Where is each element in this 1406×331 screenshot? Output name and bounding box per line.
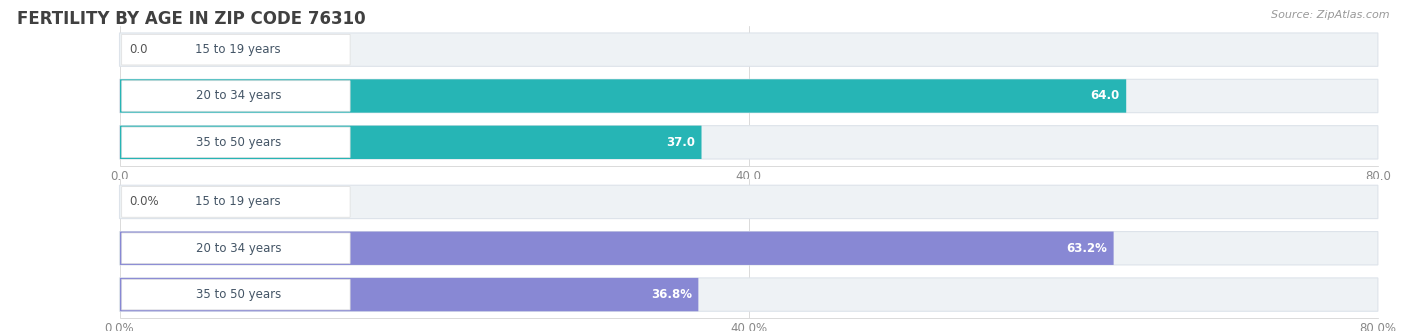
Text: 35 to 50 years: 35 to 50 years [195,136,281,149]
FancyBboxPatch shape [122,127,350,158]
FancyBboxPatch shape [122,187,350,217]
FancyBboxPatch shape [122,279,350,310]
Text: 20 to 34 years: 20 to 34 years [195,242,281,255]
FancyBboxPatch shape [120,79,1378,113]
FancyBboxPatch shape [120,278,1378,311]
Text: 15 to 19 years: 15 to 19 years [195,43,281,56]
FancyBboxPatch shape [120,232,1378,265]
Text: FERTILITY BY AGE IN ZIP CODE 76310: FERTILITY BY AGE IN ZIP CODE 76310 [17,10,366,28]
FancyBboxPatch shape [120,126,1378,159]
Text: 63.2%: 63.2% [1067,242,1108,255]
FancyBboxPatch shape [120,79,1126,113]
Text: 37.0: 37.0 [666,136,695,149]
FancyBboxPatch shape [122,34,350,65]
Text: 36.8%: 36.8% [651,288,692,301]
FancyBboxPatch shape [120,185,1378,218]
Text: 0.0: 0.0 [129,43,148,56]
FancyBboxPatch shape [122,81,350,111]
Text: 35 to 50 years: 35 to 50 years [195,288,281,301]
Text: 0.0%: 0.0% [129,195,159,209]
FancyBboxPatch shape [120,33,1378,66]
Text: 15 to 19 years: 15 to 19 years [195,195,281,209]
Text: Source: ZipAtlas.com: Source: ZipAtlas.com [1271,10,1389,20]
FancyBboxPatch shape [120,126,702,159]
Text: 20 to 34 years: 20 to 34 years [195,89,281,103]
FancyBboxPatch shape [122,233,350,263]
FancyBboxPatch shape [120,278,699,311]
Text: 64.0: 64.0 [1091,89,1121,103]
FancyBboxPatch shape [120,232,1114,265]
